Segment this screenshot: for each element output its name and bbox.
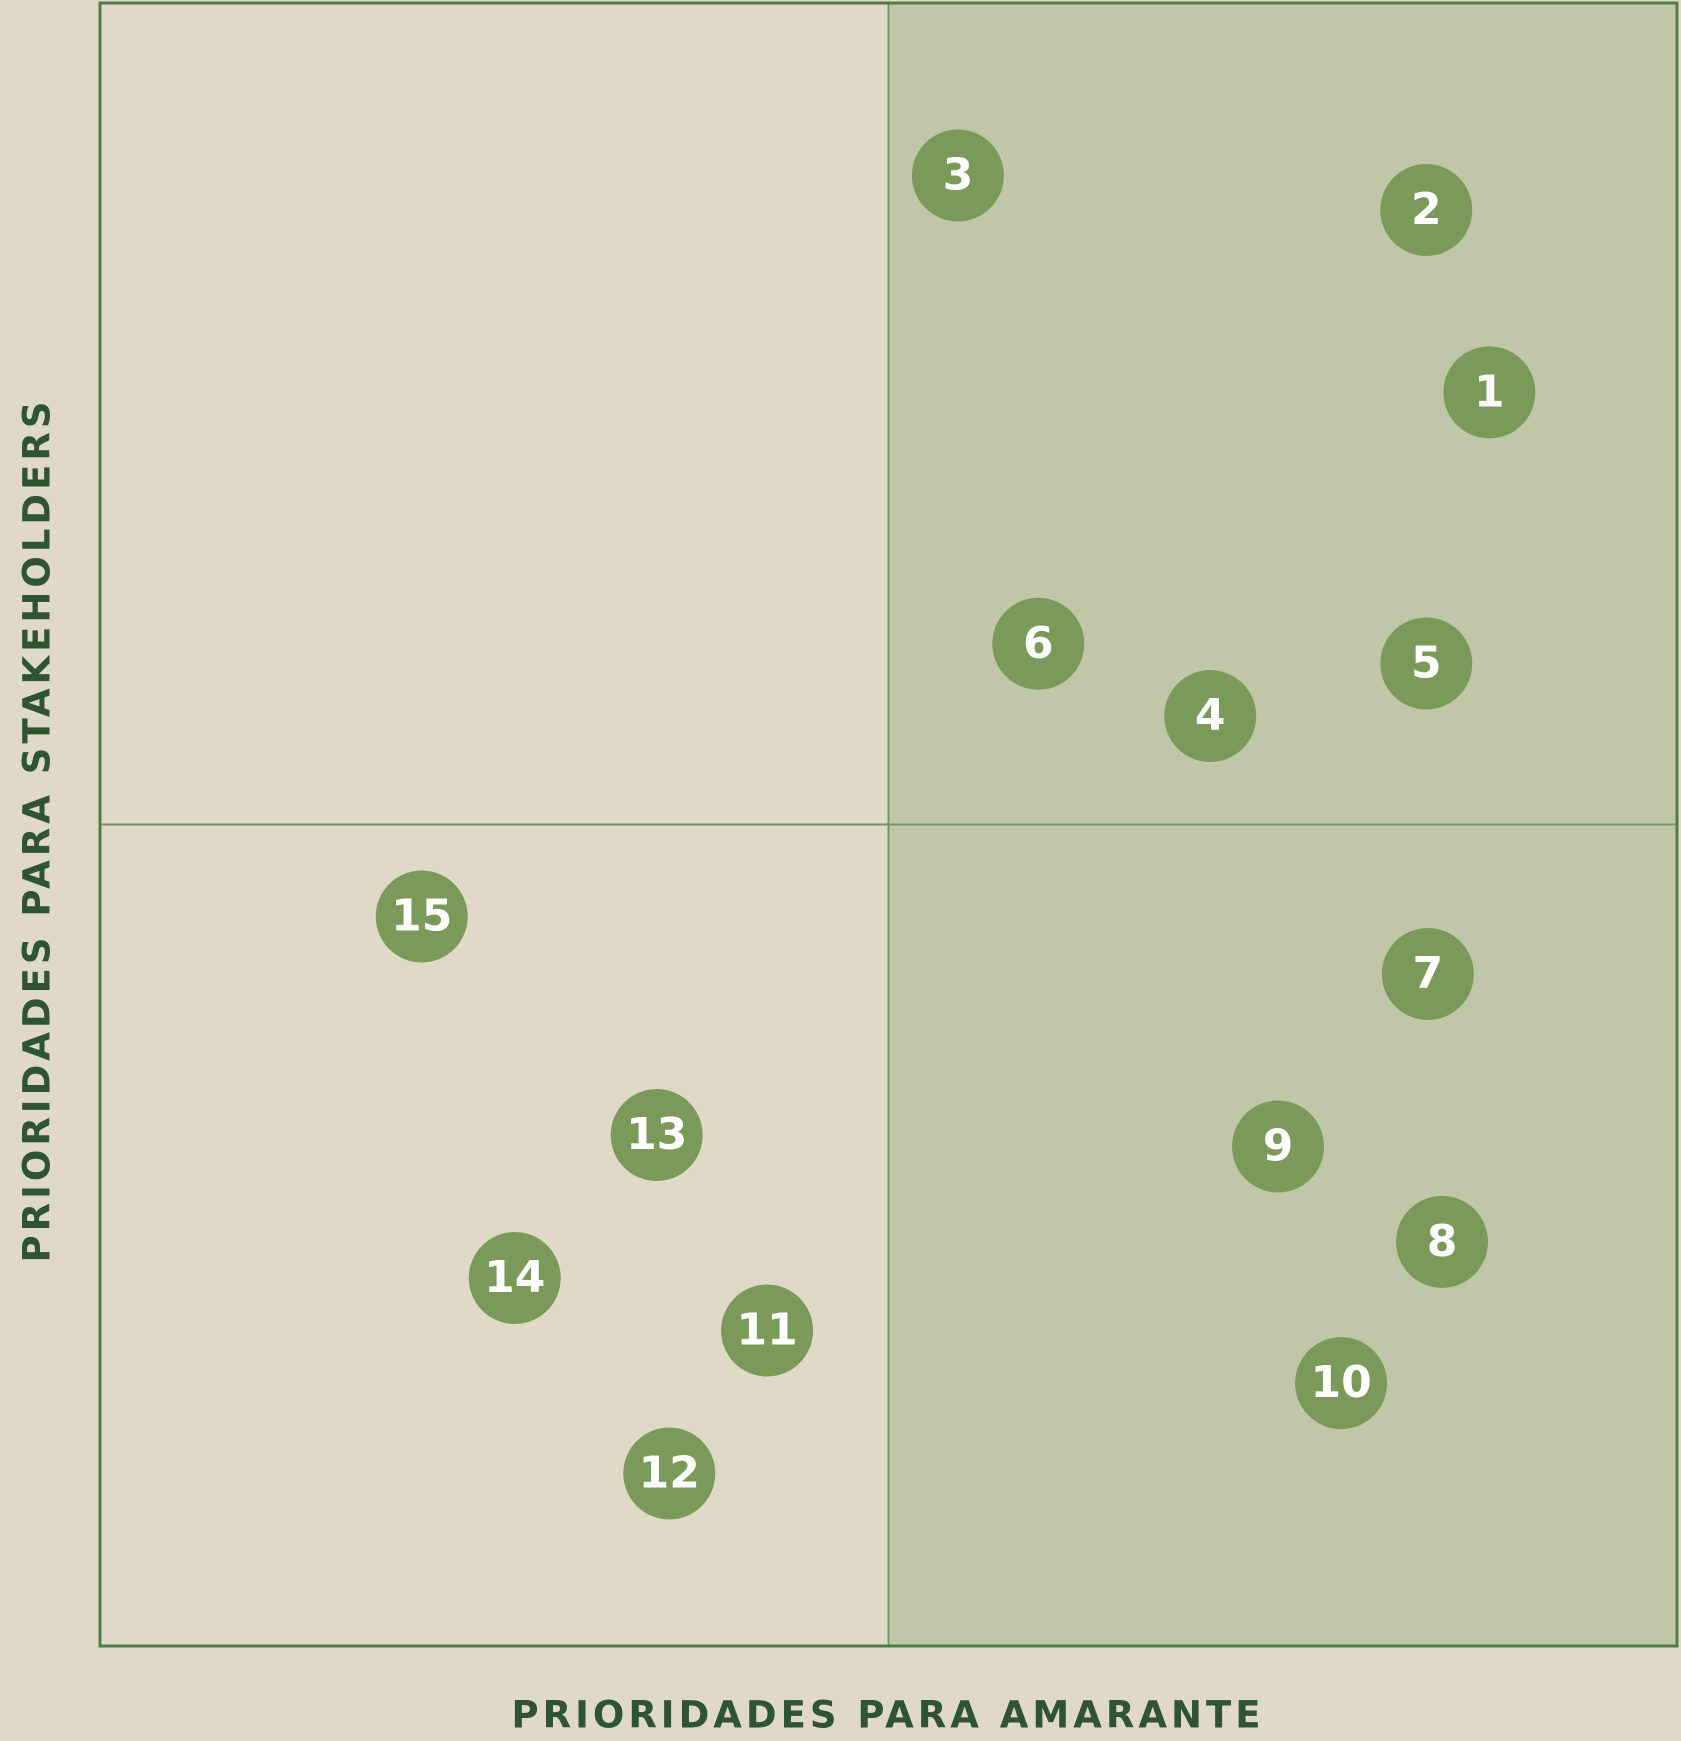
point	[1164, 670, 1257, 763]
point	[992, 597, 1085, 690]
y-axis-title: PRIORIDADES PARA STAKEHOLDERS	[16, 397, 59, 1262]
point	[1232, 1100, 1325, 1193]
point	[623, 1427, 716, 1520]
point	[1380, 617, 1473, 710]
point-label: 2	[1411, 184, 1442, 235]
point	[610, 1089, 703, 1182]
point-label: 4	[1195, 690, 1226, 741]
point-label: 13	[626, 1109, 687, 1160]
point-label: 12	[639, 1447, 700, 1498]
point	[1443, 346, 1536, 439]
point-label: 6	[1023, 618, 1054, 669]
point-label: 15	[391, 891, 452, 942]
point	[1396, 1195, 1489, 1288]
point	[1380, 164, 1473, 257]
point-label: 7	[1413, 948, 1444, 999]
point	[911, 129, 1004, 222]
x-axis-title: PRIORIDADES PARA AMARANTE	[511, 1694, 1264, 1737]
point-label: 5	[1411, 637, 1442, 688]
point	[1381, 928, 1474, 1021]
point-label: 8	[1427, 1216, 1458, 1267]
point-label: 10	[1310, 1357, 1371, 1408]
point-label: 11	[736, 1305, 797, 1356]
plot-border	[98, 1, 1679, 1648]
point	[468, 1231, 561, 1324]
point-label: 1	[1474, 366, 1505, 417]
point-label: 3	[943, 150, 974, 201]
point-label: 9	[1263, 1121, 1294, 1172]
point	[1295, 1337, 1388, 1430]
point	[721, 1284, 814, 1377]
point-label: 14	[484, 1252, 545, 1303]
point	[375, 870, 468, 963]
